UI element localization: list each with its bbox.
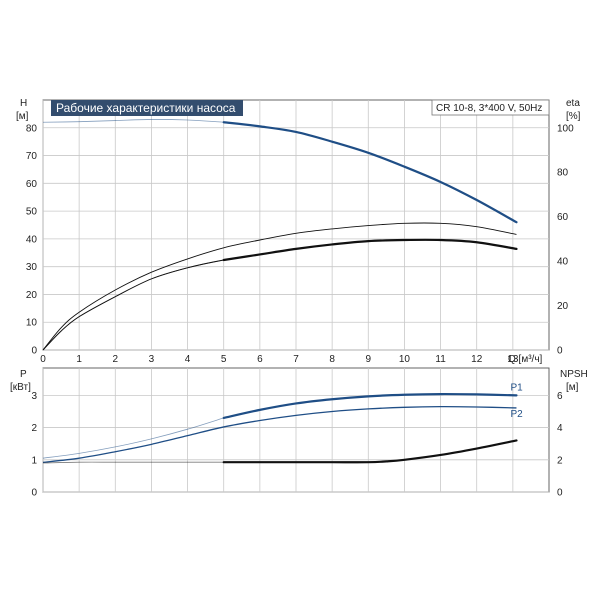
bottom-series-0-line (222, 392, 518, 420)
top-right-tick-label: 80 (557, 168, 569, 179)
x-tick-label: 11 (435, 354, 446, 365)
x-tick-label: 8 (329, 354, 335, 365)
top-left-tick-label: 70 (26, 151, 38, 162)
top-left-axis-title: H (20, 98, 27, 109)
x-tick-label: 6 (257, 354, 263, 365)
chart-title: Рабочие характеристики насоса (56, 101, 236, 115)
top-right-axis-title: eta (566, 98, 580, 109)
top-series-2-line (42, 239, 517, 351)
series-label-p2: P2 (510, 409, 523, 420)
curves (42, 119, 518, 464)
title-background (51, 100, 243, 116)
top-right-tick-label: 100 (557, 123, 574, 134)
top-left-tick-label: 0 (31, 346, 37, 357)
top-series-3-extension (42, 259, 224, 351)
top-left-tick-label: 20 (26, 290, 38, 301)
bottom-series-0-extension (42, 417, 224, 459)
bottom-left-tick-label: 1 (31, 455, 37, 466)
top-right-tick-label: 60 (557, 212, 569, 223)
bottom-grid (42, 368, 549, 493)
top-series-0-extension (42, 119, 224, 123)
bottom-right-tick-label: 2 (557, 455, 563, 466)
top-series-1-line (42, 222, 517, 351)
top-left-axis-unit: [м] (16, 111, 29, 122)
top-left-tick-label: 40 (26, 234, 38, 245)
top-left-tick-label: 30 (26, 262, 38, 273)
bottom-series-1-line (42, 405, 517, 464)
top-left-tick-label: 60 (26, 179, 38, 190)
x-tick-label: 5 (221, 354, 227, 365)
bottom-right-tick-label: 4 (557, 423, 563, 434)
x-tick-label: 3 (149, 354, 155, 365)
top-right-tick-label: 0 (557, 346, 563, 357)
top-right-tick-label: 40 (557, 257, 569, 268)
top-series-0-line (222, 121, 518, 224)
bottom-series-2-extension (42, 461, 224, 464)
x-tick-label: 12 (471, 354, 483, 365)
series-label-p1: P1 (510, 382, 523, 393)
bottom-right-axis-title: NPSH (560, 369, 588, 380)
top-right-axis-unit: [%] (566, 111, 581, 122)
model-label-box (431, 99, 550, 116)
bottom-left-tick-label: 0 (31, 488, 37, 499)
top-series-3-line (222, 238, 518, 262)
x-tick-label: 4 (185, 354, 191, 365)
top-left-tick-label: 50 (26, 207, 38, 218)
top-left-tick-label: 80 (26, 123, 38, 134)
model-label: CR 10-8, 3*400 V, 50Hz (436, 103, 542, 114)
x-axis-title: Q [м³/ч] (508, 354, 543, 365)
top-right-tick-label: 20 (557, 301, 569, 312)
top-grid (42, 100, 549, 351)
x-tick-label: 7 (293, 354, 299, 365)
curve-labels: P1 P2 (510, 382, 523, 420)
bottom-series-2-line (222, 439, 518, 464)
bottom-left-axis-title: P (20, 369, 27, 380)
bottom-right-tick-label: 6 (557, 391, 563, 402)
bottom-left-tick-label: 2 (31, 423, 37, 434)
bottom-left-tick-label: 3 (31, 391, 37, 402)
bottom-right-axis-unit: [м] (566, 382, 579, 393)
x-tick-label: 0 (40, 354, 46, 365)
x-tick-label: 2 (113, 354, 119, 365)
bottom-left-axis-unit: [кВт] (10, 382, 31, 393)
top-left-tick-label: 10 (26, 318, 38, 329)
x-tick-label: 10 (399, 354, 411, 365)
x-tick-label: 9 (366, 354, 372, 365)
bottom-right-tick-label: 0 (557, 488, 563, 499)
x-tick-label: 1 (76, 354, 82, 365)
x-tick-label: 13 (507, 354, 519, 365)
